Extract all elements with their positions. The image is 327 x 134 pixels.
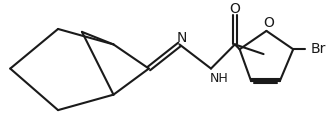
Text: O: O [230, 2, 240, 16]
Text: N: N [177, 31, 187, 45]
Text: NH: NH [209, 72, 228, 85]
Text: O: O [263, 16, 274, 30]
Text: Br: Br [310, 42, 326, 56]
